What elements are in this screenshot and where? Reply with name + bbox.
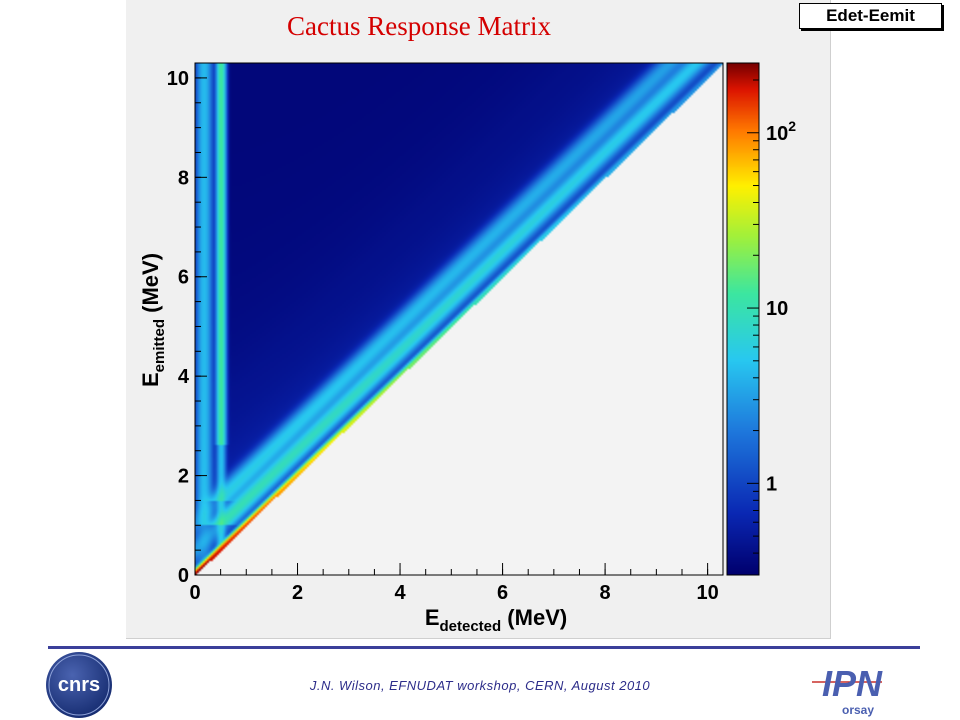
colorbar-tick-exp: 2 bbox=[788, 118, 796, 134]
histogram-name-box: Edet-Eemit bbox=[799, 3, 942, 29]
y-axis-label-sub: emitted bbox=[151, 319, 168, 372]
colorbar-image bbox=[727, 63, 759, 575]
x-axis-ticks: 0 2 4 6 8 10 bbox=[189, 563, 719, 604]
footer-rule bbox=[48, 646, 920, 649]
colorbar-tick-label: 10 bbox=[766, 298, 788, 320]
colorbar-tick-label: 1 bbox=[766, 473, 777, 495]
x-axis-label-main: E bbox=[425, 605, 440, 630]
colorbar-tick-base: 10 bbox=[766, 123, 788, 145]
y-axis-label: Eemitted (MeV) bbox=[138, 253, 168, 387]
x-tick-label: 2 bbox=[292, 582, 303, 604]
colorbar-tick-base: 1 bbox=[766, 473, 777, 495]
y-tick-label: 10 bbox=[167, 68, 189, 90]
svg-text:IPN: IPN bbox=[822, 663, 883, 704]
svg-text:orsay: orsay bbox=[842, 703, 874, 717]
canvas-frame: Cactus Response Matrix 0 2 4 6 8 10 0 2 4 6 8 10 E… bbox=[126, 0, 942, 639]
x-axis-label-sub: detected bbox=[440, 618, 502, 635]
heatmap-image bbox=[195, 63, 723, 575]
y-axis-ticks: 0 2 4 6 8 10 bbox=[167, 68, 207, 587]
x-tick-label: 0 bbox=[189, 582, 200, 604]
y-axis-label-unit: (MeV) bbox=[138, 253, 163, 319]
cnrs-logo: cnrs bbox=[46, 652, 112, 718]
y-tick-label: 4 bbox=[178, 366, 190, 388]
plot-frame bbox=[194, 62, 724, 576]
x-axis-label-unit: (MeV) bbox=[501, 605, 567, 630]
x-tick-label: 10 bbox=[696, 582, 718, 604]
y-tick-label: 0 bbox=[178, 565, 189, 587]
colorbar-tick-base: 10 bbox=[766, 298, 788, 320]
ipn-orsay-logo: IPN orsay bbox=[812, 663, 883, 717]
x-axis-label: Edetected (MeV) bbox=[425, 605, 567, 635]
footer-credit: J.N. Wilson, EFNUDAT workshop, CERN, Aug… bbox=[309, 678, 651, 693]
colorbar-frame bbox=[726, 62, 760, 576]
x-tick-label: 4 bbox=[394, 582, 406, 604]
response-matrix-chart: Cactus Response Matrix 0 2 4 6 8 10 0 2 4 6 8 10 E… bbox=[138, 11, 796, 635]
chart-title: Cactus Response Matrix bbox=[287, 11, 551, 41]
x-tick-label: 6 bbox=[497, 582, 508, 604]
y-tick-label: 2 bbox=[178, 466, 189, 488]
y-tick-label: 6 bbox=[178, 267, 189, 289]
x-tick-label: 8 bbox=[600, 582, 611, 604]
colorbar-tick-label: 102 bbox=[766, 118, 796, 145]
svg-text:cnrs: cnrs bbox=[58, 674, 100, 696]
y-axis-label-main: E bbox=[138, 372, 163, 387]
y-tick-label: 8 bbox=[178, 167, 189, 189]
